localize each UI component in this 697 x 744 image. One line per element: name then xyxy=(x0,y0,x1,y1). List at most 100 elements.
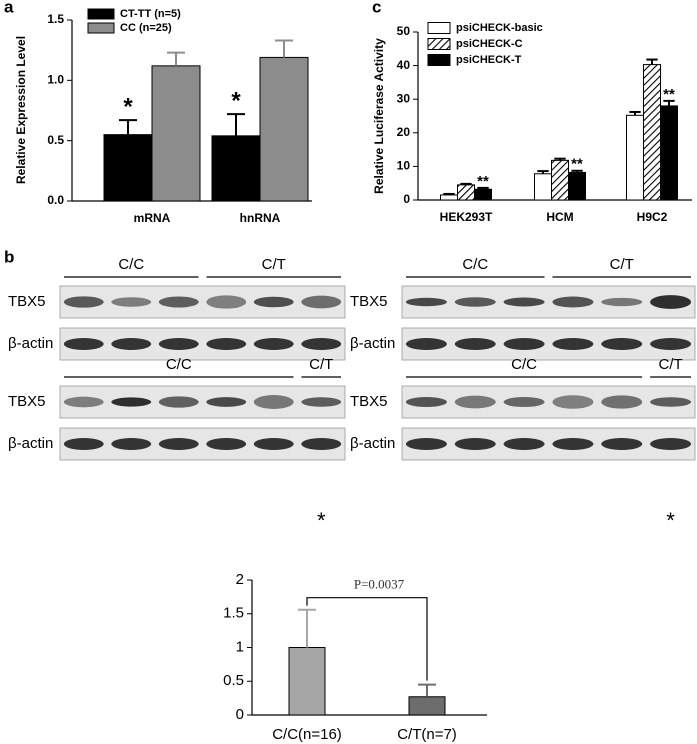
error-bar xyxy=(663,99,675,106)
error-bar xyxy=(554,157,566,161)
blot-band xyxy=(601,438,643,450)
legend-label: CC (n=25) xyxy=(120,22,172,34)
blot-band xyxy=(111,338,152,350)
blot-band xyxy=(301,295,342,309)
y-tick-label: 30 xyxy=(397,91,411,105)
bar xyxy=(551,159,569,201)
blot-band xyxy=(206,338,247,350)
blot-band xyxy=(405,397,447,407)
panel-label: b xyxy=(4,247,14,266)
legend-label: psiCHECK-C xyxy=(456,38,523,50)
blot-band xyxy=(206,295,247,309)
blot-strip xyxy=(59,285,346,319)
blot-band xyxy=(454,338,496,350)
blot-band xyxy=(63,438,104,450)
y-tick-label: 50 xyxy=(397,24,411,38)
blot-band xyxy=(253,296,294,308)
x-tick-label: mRNA xyxy=(134,211,171,225)
error-bar xyxy=(275,39,293,58)
blot-band xyxy=(253,395,294,409)
blot-band xyxy=(158,296,199,308)
blot-band xyxy=(552,338,594,350)
group-label: C/C xyxy=(166,356,192,373)
legend-label: psiCHECK-T xyxy=(456,54,522,66)
blot-band xyxy=(503,396,545,408)
blot-band xyxy=(552,296,594,308)
error-bar xyxy=(298,608,316,648)
blot-band xyxy=(552,395,594,409)
legend-label: psiCHECK-basic xyxy=(456,22,543,34)
annotation: * xyxy=(123,93,133,120)
y-axis-label: Relative Expression Level xyxy=(14,36,28,184)
y-tick-label: 0.0 xyxy=(47,193,64,207)
y-tick-label: 40 xyxy=(397,58,411,72)
blot-band xyxy=(454,395,496,409)
group-label: C/T xyxy=(262,256,286,273)
annotation: ** xyxy=(663,86,675,103)
blot-band xyxy=(63,296,104,308)
bar xyxy=(534,173,552,201)
blot-band xyxy=(111,397,152,407)
blot-band xyxy=(63,338,104,350)
bar xyxy=(660,105,678,201)
row-label: TBX5 xyxy=(350,393,388,410)
row-label: TBX5 xyxy=(8,393,46,410)
annotation: P=0.0037 xyxy=(354,577,405,592)
x-tick-label: C/T(n=7) xyxy=(397,726,457,743)
bar xyxy=(568,171,586,201)
x-tick-label: H9C2 xyxy=(637,210,668,224)
group-label: C/T xyxy=(610,256,634,273)
group-label: C/T xyxy=(309,356,333,373)
bar xyxy=(643,64,661,201)
blot-note: * xyxy=(666,508,675,533)
blot-band xyxy=(601,395,643,409)
annotation: * xyxy=(231,87,241,114)
y-tick-label: 0 xyxy=(403,192,410,206)
x-tick-label: C/C(n=16) xyxy=(272,726,342,743)
bar xyxy=(103,134,153,202)
legend-swatch xyxy=(427,22,451,34)
bar xyxy=(151,65,201,202)
y-tick-label: 1.5 xyxy=(223,605,244,622)
blot-band xyxy=(454,297,496,307)
group-label: C/T xyxy=(658,356,682,373)
bar xyxy=(408,696,446,716)
blot-strip xyxy=(401,327,696,361)
group-label: C/C xyxy=(511,356,537,373)
y-tick-label: 1.0 xyxy=(47,73,64,87)
blot-band xyxy=(601,297,643,307)
group-label: C/C xyxy=(118,256,144,273)
error-bar xyxy=(571,169,583,173)
blot-band xyxy=(158,338,199,350)
error-bar xyxy=(418,683,436,697)
y-tick-label: 0.5 xyxy=(223,672,244,689)
error-bar xyxy=(443,192,455,195)
blot-band xyxy=(601,338,643,350)
x-tick-label: HCM xyxy=(546,210,573,224)
legend-swatch xyxy=(87,8,115,20)
y-tick-label: 1.5 xyxy=(47,12,64,26)
blot-band xyxy=(111,438,152,450)
bar xyxy=(626,114,644,201)
row-label: TBX5 xyxy=(350,293,388,310)
x-tick-label: hnRNA xyxy=(240,211,281,225)
row-label: β-actin xyxy=(350,335,395,352)
annotation: ** xyxy=(477,173,489,190)
blot-band xyxy=(301,397,342,407)
error-bar xyxy=(629,110,641,116)
blot-band xyxy=(650,338,692,350)
blot-band xyxy=(503,338,545,350)
error-bar xyxy=(119,119,137,135)
blot-band xyxy=(158,396,199,408)
y-tick-label: 0 xyxy=(236,706,244,723)
legend-swatch xyxy=(87,22,115,34)
legend-swatch xyxy=(427,54,451,66)
error-bar xyxy=(167,51,185,66)
y-tick-label: 20 xyxy=(397,125,411,139)
blot-band xyxy=(503,297,545,307)
blot-band xyxy=(206,397,247,407)
blot-band xyxy=(301,338,342,350)
error-bar xyxy=(646,58,658,65)
error-bar xyxy=(460,182,472,185)
